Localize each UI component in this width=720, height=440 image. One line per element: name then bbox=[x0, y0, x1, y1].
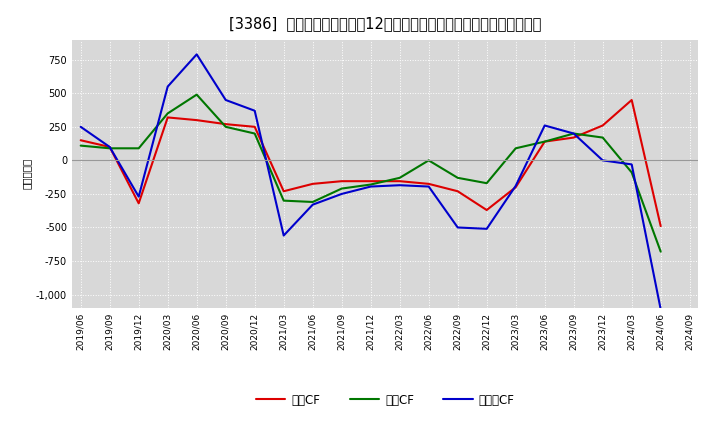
Legend: 営業CF, 投資CF, フリーCF: 営業CF, 投資CF, フリーCF bbox=[251, 389, 519, 411]
営業CF bbox=[279, 189, 288, 194]
Line: フリーCF: フリーCF bbox=[81, 55, 661, 309]
フリーCF bbox=[482, 226, 491, 231]
営業CF bbox=[511, 184, 520, 190]
投資CF bbox=[251, 131, 259, 136]
フリーCF bbox=[511, 183, 520, 188]
投資CF bbox=[395, 175, 404, 180]
営業CF bbox=[163, 115, 172, 120]
フリーCF bbox=[598, 158, 607, 163]
投資CF bbox=[627, 170, 636, 175]
フリーCF bbox=[308, 202, 317, 207]
投資CF bbox=[76, 143, 85, 148]
営業CF bbox=[251, 124, 259, 129]
営業CF bbox=[570, 135, 578, 140]
フリーCF bbox=[366, 184, 375, 189]
営業CF bbox=[424, 181, 433, 187]
投資CF bbox=[105, 146, 114, 151]
フリーCF bbox=[338, 191, 346, 197]
Line: 営業CF: 営業CF bbox=[81, 100, 661, 226]
Y-axis label: （百万円）: （百万円） bbox=[22, 158, 32, 190]
投資CF bbox=[338, 186, 346, 191]
フリーCF bbox=[657, 307, 665, 312]
営業CF bbox=[657, 224, 665, 229]
営業CF bbox=[338, 179, 346, 184]
営業CF bbox=[482, 207, 491, 213]
投資CF bbox=[424, 158, 433, 163]
フリーCF bbox=[135, 194, 143, 199]
フリーCF bbox=[395, 183, 404, 188]
営業CF bbox=[308, 181, 317, 187]
営業CF bbox=[105, 144, 114, 150]
投資CF bbox=[454, 175, 462, 180]
フリーCF bbox=[541, 123, 549, 128]
営業CF bbox=[395, 179, 404, 184]
投資CF bbox=[221, 124, 230, 129]
投資CF bbox=[598, 135, 607, 140]
営業CF bbox=[627, 97, 636, 103]
営業CF bbox=[598, 123, 607, 128]
フリーCF bbox=[424, 184, 433, 189]
投資CF bbox=[657, 249, 665, 254]
フリーCF bbox=[221, 97, 230, 103]
投資CF bbox=[308, 199, 317, 205]
営業CF bbox=[135, 201, 143, 206]
営業CF bbox=[192, 117, 201, 123]
フリーCF bbox=[192, 52, 201, 57]
フリーCF bbox=[251, 108, 259, 114]
フリーCF bbox=[105, 144, 114, 150]
投資CF bbox=[192, 92, 201, 97]
営業CF bbox=[76, 138, 85, 143]
投資CF bbox=[541, 139, 549, 144]
フリーCF bbox=[76, 124, 85, 129]
投資CF bbox=[279, 198, 288, 203]
フリーCF bbox=[454, 225, 462, 230]
投資CF bbox=[482, 180, 491, 186]
Line: 投資CF: 投資CF bbox=[81, 95, 661, 252]
投資CF bbox=[570, 131, 578, 136]
投資CF bbox=[366, 182, 375, 187]
営業CF bbox=[541, 139, 549, 144]
投資CF bbox=[135, 146, 143, 151]
営業CF bbox=[221, 121, 230, 127]
フリーCF bbox=[570, 131, 578, 136]
投資CF bbox=[511, 146, 520, 151]
フリーCF bbox=[163, 84, 172, 89]
Title: [3386]  キャッシュフローの12か月移動合計の対前年同期増減額の推移: [3386] キャッシュフローの12か月移動合計の対前年同期増減額の推移 bbox=[229, 16, 541, 32]
営業CF bbox=[454, 189, 462, 194]
投資CF bbox=[163, 111, 172, 116]
営業CF bbox=[366, 179, 375, 184]
フリーCF bbox=[627, 162, 636, 167]
フリーCF bbox=[279, 233, 288, 238]
